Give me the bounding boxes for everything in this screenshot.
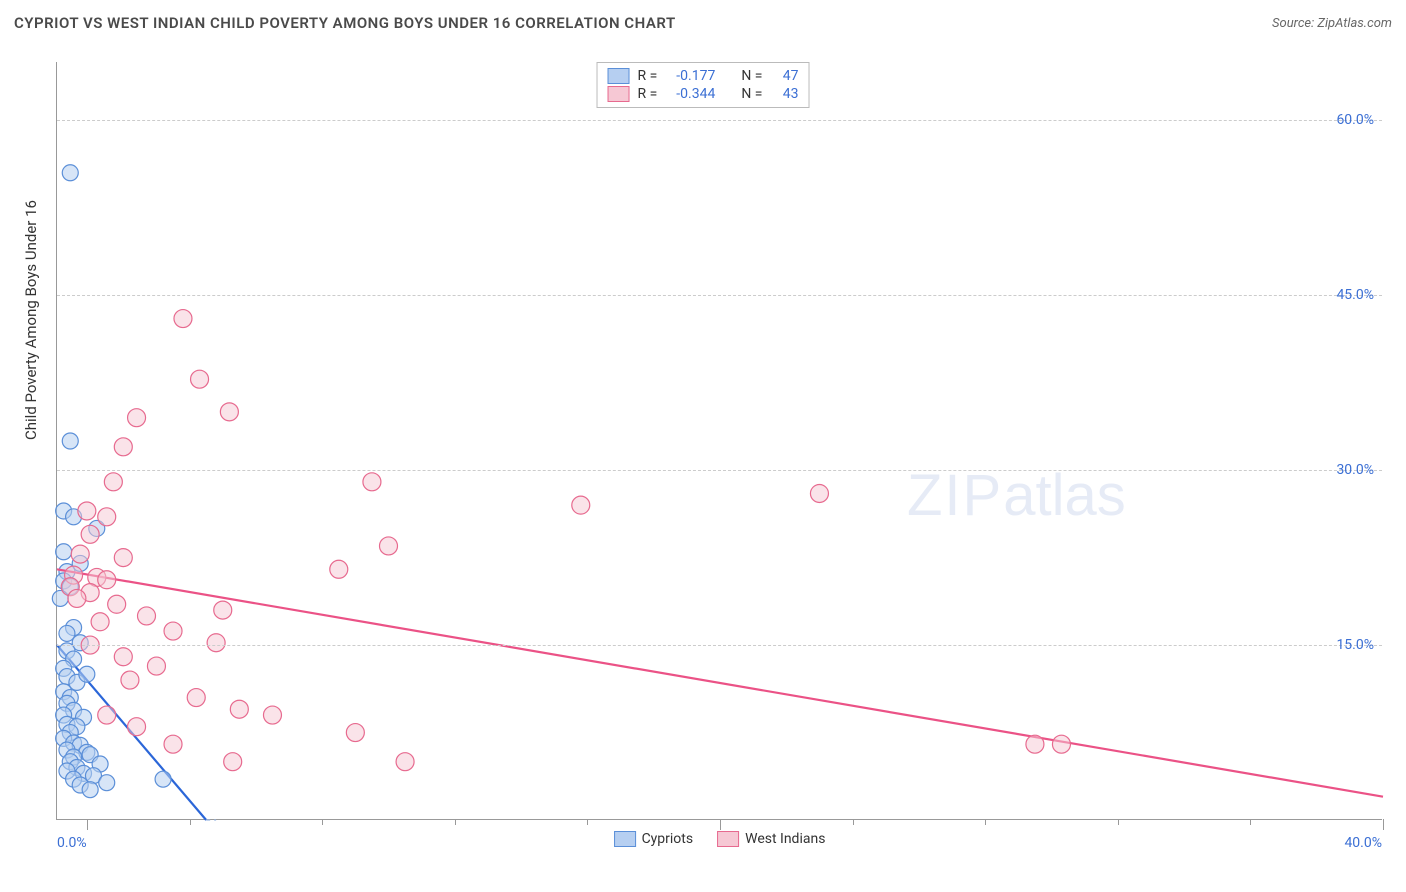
point-cypriots	[155, 771, 171, 787]
legend-stats-row: R = -0.177 N = 47	[608, 67, 799, 85]
point-west_indians	[91, 613, 109, 631]
point-west_indians	[81, 525, 99, 543]
n-label: N =	[741, 68, 762, 84]
grid-line	[57, 470, 1382, 471]
x-tick-major	[720, 819, 721, 830]
y-tick-label: 15.0%	[1336, 637, 1374, 653]
point-west_indians	[263, 706, 281, 724]
plot-area: ZIPatlas CypriotsWest Indians 0.0% 40.0%…	[56, 62, 1382, 820]
point-west_indians	[114, 438, 132, 456]
n-value: 47	[770, 68, 798, 84]
point-west_indians	[164, 622, 182, 640]
point-cypriots	[62, 433, 78, 449]
source-label: Source: ZipAtlas.com	[1272, 16, 1392, 31]
point-west_indians	[114, 549, 132, 567]
n-label: N =	[741, 86, 762, 102]
r-label: R =	[638, 86, 658, 102]
point-west_indians	[330, 560, 348, 578]
point-west_indians	[98, 508, 116, 526]
x-tick-minor	[853, 819, 854, 825]
x-tick-minor	[985, 819, 986, 825]
n-value: 43	[770, 86, 798, 102]
point-west_indians	[363, 473, 381, 491]
point-west_indians	[128, 718, 146, 736]
legend-label: Cypriots	[642, 831, 694, 847]
trend-line-west_indians	[57, 569, 1383, 796]
point-west_indians	[224, 753, 242, 771]
r-label: R =	[638, 68, 658, 84]
grid-line	[57, 120, 1382, 121]
header: CYPRIOT VS WEST INDIAN CHILD POVERTY AMO…	[14, 14, 1392, 32]
legend-series: Cypriots West Indians	[606, 831, 834, 847]
point-west_indians	[230, 700, 248, 718]
point-cypriots	[82, 782, 98, 798]
y-tick-label: 30.0%	[1336, 462, 1374, 478]
x-tick-minor	[587, 819, 588, 825]
swatch-icon	[717, 831, 739, 847]
point-west_indians	[104, 473, 122, 491]
point-west_indians	[207, 634, 225, 652]
point-west_indians	[810, 484, 828, 502]
swatch-icon	[608, 86, 630, 102]
point-west_indians	[114, 648, 132, 666]
x-tick-minor	[190, 819, 191, 825]
x-tick-left: 0.0%	[57, 835, 87, 851]
legend-stats-row: R = -0.344 N = 43	[608, 85, 799, 103]
legend-series-item: West Indians	[717, 831, 825, 847]
grid-line	[57, 295, 1382, 296]
point-west_indians	[98, 706, 116, 724]
x-tick-minor	[455, 819, 456, 825]
x-tick-minor	[322, 819, 323, 825]
point-west_indians	[214, 601, 232, 619]
x-tick-major	[1383, 819, 1384, 830]
point-west_indians	[98, 571, 116, 589]
y-tick-label: 45.0%	[1336, 287, 1374, 303]
point-west_indians	[572, 496, 590, 514]
legend-series-item: Cypriots	[614, 831, 694, 847]
point-west_indians	[174, 310, 192, 328]
point-west_indians	[191, 370, 209, 388]
point-west_indians	[1052, 735, 1070, 753]
x-tick-minor	[1118, 819, 1119, 825]
point-west_indians	[220, 403, 238, 421]
legend-stats: R = -0.177 N = 47 R = -0.344 N = 43	[597, 62, 810, 108]
point-west_indians	[187, 689, 205, 707]
point-west_indians	[396, 753, 414, 771]
point-west_indians	[78, 502, 96, 520]
x-tick-minor	[1250, 819, 1251, 825]
point-west_indians	[68, 589, 86, 607]
x-tick-major	[87, 819, 88, 830]
y-axis-label: Child Poverty Among Boys Under 16	[22, 200, 40, 440]
legend-label: West Indians	[745, 831, 825, 847]
y-tick-label: 60.0%	[1336, 112, 1374, 128]
chart-svg	[57, 62, 1382, 819]
point-west_indians	[71, 545, 89, 563]
swatch-icon	[608, 68, 630, 84]
point-west_indians	[1026, 735, 1044, 753]
point-cypriots	[99, 775, 115, 791]
point-west_indians	[138, 607, 156, 625]
point-west_indians	[108, 595, 126, 613]
point-west_indians	[346, 724, 364, 742]
chart-title: CYPRIOT VS WEST INDIAN CHILD POVERTY AMO…	[14, 14, 676, 32]
point-west_indians	[164, 735, 182, 753]
grid-line	[57, 645, 1382, 646]
x-tick-right: 40.0%	[1344, 835, 1382, 851]
r-value: -0.344	[665, 86, 715, 102]
point-west_indians	[147, 657, 165, 675]
point-cypriots	[79, 666, 95, 682]
swatch-icon	[614, 831, 636, 847]
point-west_indians	[128, 409, 146, 427]
r-value: -0.177	[665, 68, 715, 84]
point-west_indians	[380, 537, 398, 555]
point-cypriots	[62, 165, 78, 181]
point-west_indians	[121, 671, 139, 689]
point-cypriots	[56, 544, 72, 560]
